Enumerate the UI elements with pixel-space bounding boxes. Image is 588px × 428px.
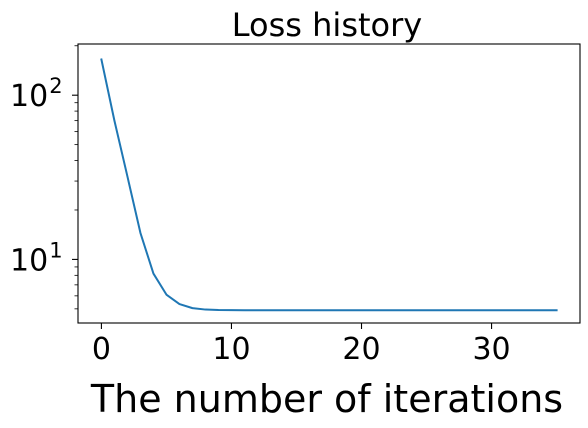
x-tick-label: 30 <box>472 332 510 367</box>
y-tick-label-exponent: 2 <box>49 74 62 98</box>
x-axis: 0 10 20 30 <box>92 323 511 367</box>
plot-frame <box>77 43 581 324</box>
chart-title: Loss history <box>232 6 422 44</box>
y-tick-label: 102 <box>10 74 63 114</box>
x-axis-label: The number of iterations <box>90 377 563 421</box>
x-tick-label: 10 <box>212 332 250 367</box>
y-tick-label-base: 10 <box>10 79 48 114</box>
y-tick-label-exponent: 1 <box>49 238 62 262</box>
plot-area <box>77 43 581 324</box>
y-tick-label-base: 10 <box>10 243 48 278</box>
y-tick-label: 101 <box>10 238 63 278</box>
series-line-0 <box>100 58 558 312</box>
x-tick-label: 20 <box>342 332 380 367</box>
x-tick-label: 0 <box>92 332 111 367</box>
